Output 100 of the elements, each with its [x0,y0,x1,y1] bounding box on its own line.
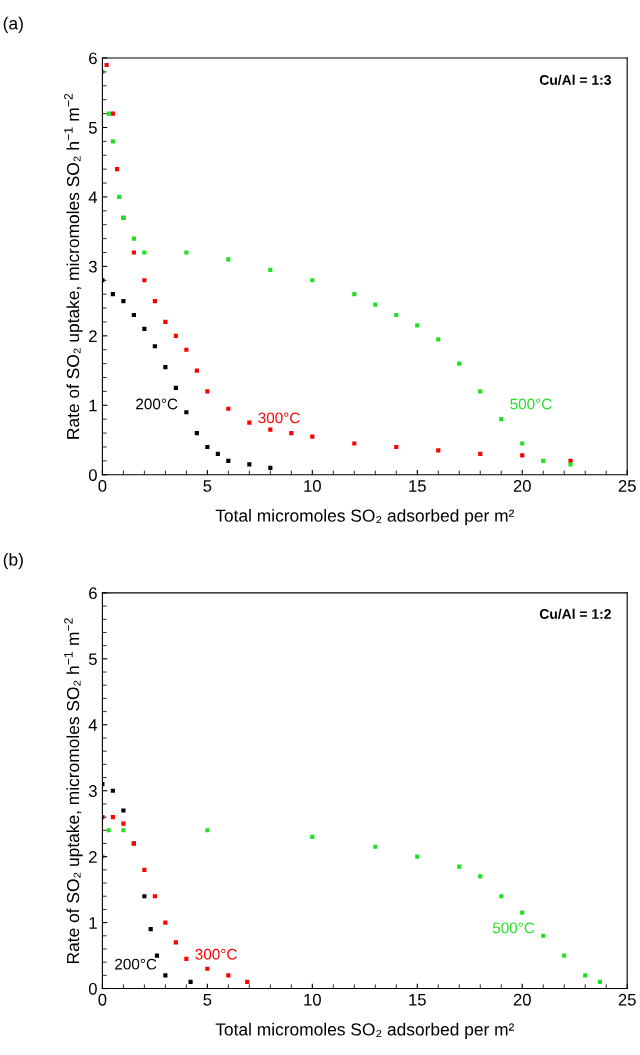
x-tick-label: 20 [513,480,531,492]
point [152,299,157,304]
y-axis-title: Rate of SO₂ uptake, micromoles SO₂ h$^{−1}$ m$^{−2}$ [64,93,83,439]
y-tick-label: 6 [89,52,97,65]
point [142,326,147,331]
chart-title: (b) [3,552,23,570]
point [121,828,126,833]
x-tick-label: 20 [513,993,531,1006]
x-tick-label: 15 [409,480,426,492]
point [247,420,252,425]
x-tick-label: 0 [98,993,107,1006]
point [121,821,126,826]
point [142,250,147,255]
point [268,427,273,432]
point [597,979,602,985]
point [152,344,157,349]
point [478,451,483,456]
annotation: Cu/Al = 1:3 [539,74,611,86]
point [154,953,160,958]
series-label: 500°C [510,398,552,410]
y-tick-label: 4 [88,719,98,731]
point [520,453,525,458]
point [568,462,573,467]
point [373,844,378,849]
point [104,62,109,68]
point [373,302,378,307]
point [110,292,115,297]
point [310,834,315,839]
point [131,312,136,318]
point [226,458,231,463]
x-tick-label: 15 [409,994,426,1006]
point [205,966,210,971]
point [520,910,525,915]
y-tick-label: 4 [88,191,98,203]
point [541,933,546,938]
point [188,979,193,985]
point [194,430,199,436]
series-label: 300°C [195,948,237,960]
point [394,444,399,450]
y-tick-label: 5 [88,122,97,134]
point [121,299,126,304]
point [173,333,178,338]
y-tick-label: 0 [88,982,97,995]
point [106,111,111,116]
point [268,267,273,272]
y-tick-label: 6 [89,587,97,600]
point [289,430,294,436]
point [163,319,168,325]
series-label: 200°C [136,398,178,410]
point [436,337,441,342]
point [245,979,250,985]
point [131,236,136,241]
y-tick-label: 1 [89,917,97,929]
x-tick-label: 25 [618,480,636,492]
chart-title: (a) [3,16,23,34]
point [163,365,168,370]
point [226,257,231,262]
point [352,292,357,297]
point [142,278,147,283]
point [184,410,189,415]
point [457,361,462,366]
point [121,808,126,813]
point [268,465,273,470]
point [142,894,147,899]
y-tick-label: 2 [89,851,97,863]
point [110,139,115,144]
x-axis-title: Total micromoles SO₂ adsorbed per m² [215,509,515,526]
point [478,389,483,394]
x-tick-label: 0 [98,480,107,492]
point [115,167,120,172]
point [205,828,210,833]
point [415,323,420,328]
point [226,406,231,411]
point [415,854,420,859]
y-tick-label: 1 [89,399,97,412]
point [541,458,546,463]
point [352,441,357,446]
point [110,111,115,116]
y-tick-label: 3 [88,260,97,273]
point [215,451,220,456]
y-tick-label: 3 [88,785,97,797]
y-tick-label: 0 [88,469,97,481]
point [394,312,399,318]
point [205,444,210,450]
series-label: 300°C [258,412,300,424]
y-tick-label: 5 [88,653,97,666]
point [131,250,136,255]
point [436,448,441,453]
point [194,368,199,373]
x-tick-label: 5 [203,994,212,1006]
point [310,434,315,439]
x-tick-label: 10 [304,993,321,1006]
point [173,940,178,945]
point [148,927,153,932]
point [457,864,462,869]
x-tick-label: 25 [618,993,636,1006]
point [106,828,111,833]
x-axis-title: Total micromoles SO₂ adsorbed per m² [215,1022,515,1040]
x-tick-label: 10 [304,480,321,492]
series-label: 500°C [492,922,535,934]
